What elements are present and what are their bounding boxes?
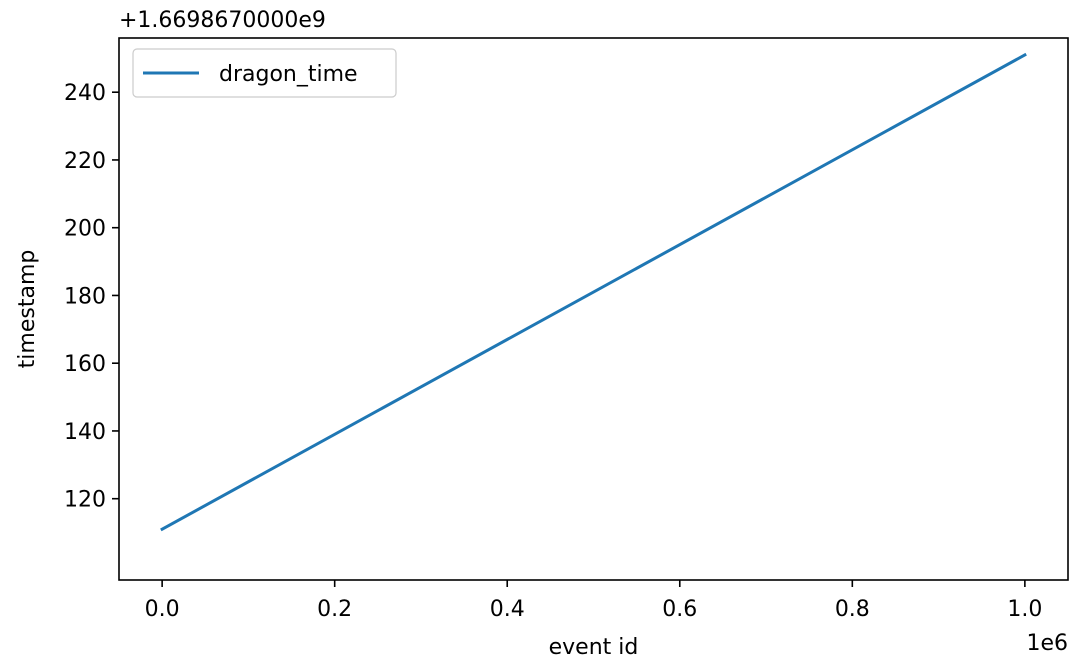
- x-tick-label: 0.8: [835, 597, 870, 622]
- y-tick-label: 120: [64, 488, 106, 513]
- x-tick-label: 0.6: [662, 597, 697, 622]
- y-axis-ticks: 120 140 160 180 200 220 240: [64, 81, 119, 513]
- y-tick-label: 240: [64, 81, 106, 106]
- plot-area: [160, 52, 1027, 532]
- x-axis-label: event id: [549, 635, 639, 660]
- legend: dragon_time: [132, 48, 397, 98]
- y-tick-label: 220: [64, 149, 106, 174]
- x-tick-label: 1.0: [1007, 597, 1042, 622]
- axes-frame: [118, 37, 1069, 581]
- x-tick-label: 0.4: [490, 597, 525, 622]
- x-axis-offset-label: 1e6: [1026, 631, 1068, 656]
- series-line-0: [160, 52, 1027, 532]
- y-tick-label: 140: [64, 420, 106, 445]
- legend-box: [132, 48, 397, 98]
- x-axis-ticks: 0.0 0.2 0.4 0.6 0.8 1.0: [145, 580, 1042, 622]
- y-tick-label: 200: [64, 217, 106, 242]
- legend-label: dragon_time: [219, 62, 358, 87]
- x-tick-label: 0.0: [145, 597, 180, 622]
- y-tick-label: 160: [64, 352, 106, 377]
- y-axis-label: timestamp: [15, 250, 40, 369]
- x-tick-label: 0.2: [317, 597, 352, 622]
- y-tick-label: 180: [64, 284, 106, 309]
- y-axis-offset-label: +1.6698670000e9: [119, 8, 326, 33]
